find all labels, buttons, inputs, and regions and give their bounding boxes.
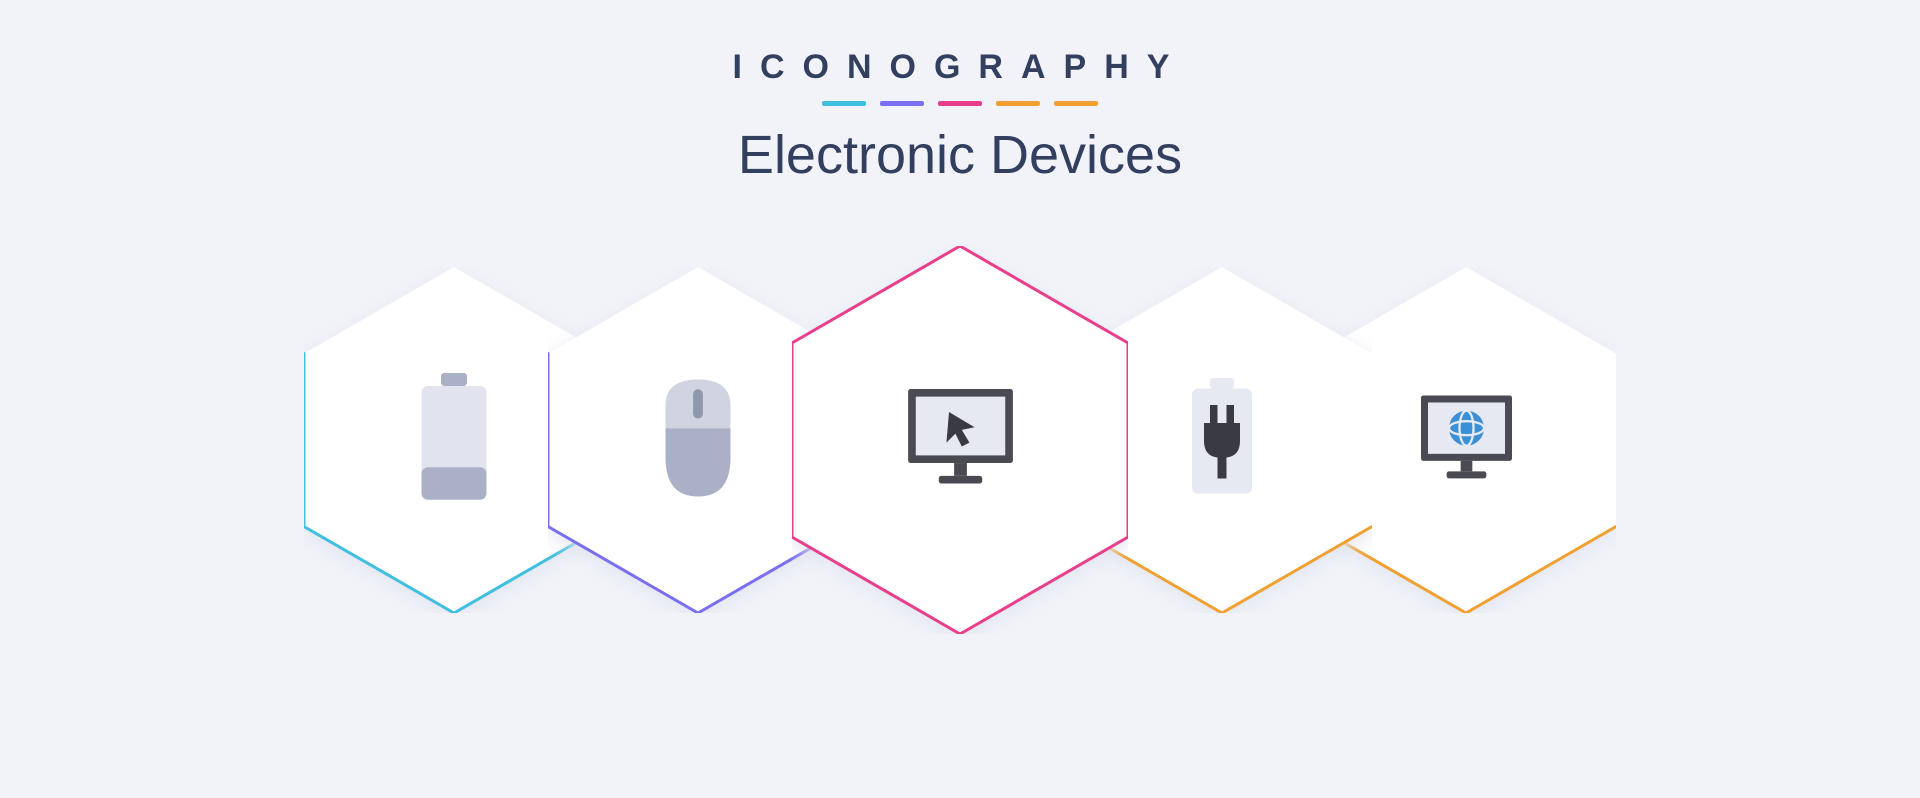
battery-charging-icon — [1177, 378, 1267, 503]
mouse-icon — [648, 373, 748, 508]
page-subtitle: Electronic Devices — [738, 124, 1182, 186]
title-underline — [822, 101, 1098, 106]
underline-segment — [1054, 101, 1098, 106]
hexagon-row — [332, 246, 1588, 634]
battery-icon — [404, 373, 504, 508]
display-cursor-icon — [903, 380, 1018, 500]
underline-segment — [880, 101, 924, 106]
underline-segment — [822, 101, 866, 106]
underline-segment — [938, 101, 982, 106]
page-title: ICONOGRAPHY — [733, 48, 1188, 87]
display-globe-icon — [1414, 385, 1519, 495]
underline-segment — [996, 101, 1040, 106]
hexagon-tile — [792, 246, 1128, 634]
